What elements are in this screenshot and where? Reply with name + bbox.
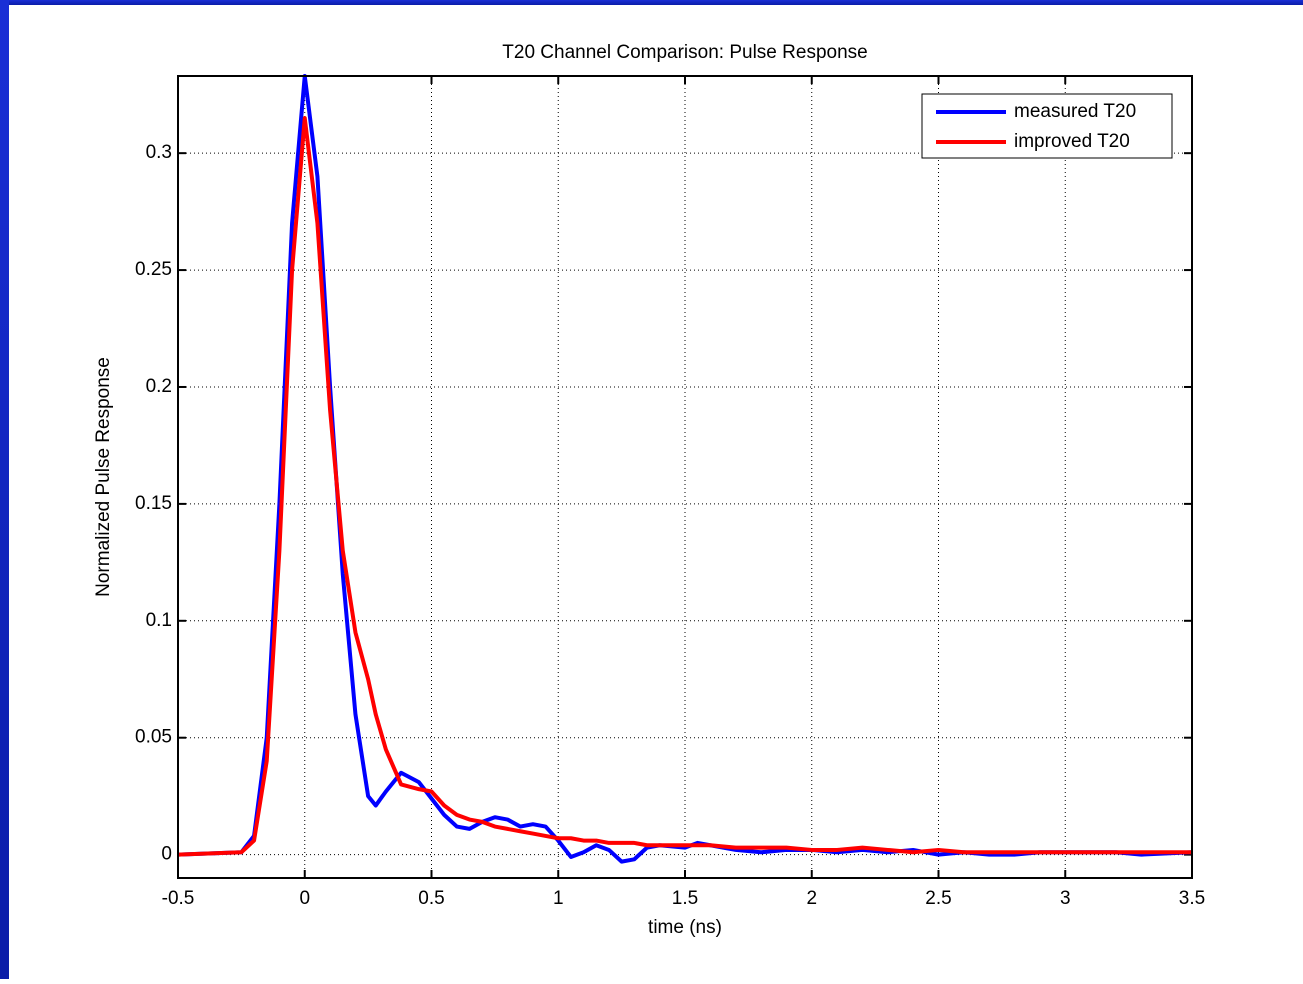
x-tick-label: -0.5 xyxy=(162,888,195,909)
slide-border xyxy=(0,0,9,979)
data-line xyxy=(177,116,1192,857)
x-tick-label: 3 xyxy=(1060,888,1071,909)
y-tick-label: 0.25 xyxy=(135,259,172,280)
y-tick-label: 0 xyxy=(161,844,172,865)
y-tick-label: 0.3 xyxy=(146,142,172,163)
y-tick-label: 0.2 xyxy=(146,376,172,397)
legend-label: improved T20 xyxy=(1014,131,1130,152)
axes-box xyxy=(177,75,1193,879)
x-tick-label: 1 xyxy=(553,888,564,909)
y-tick-label: 0.15 xyxy=(135,493,172,514)
data-line xyxy=(177,74,1193,864)
x-tick-label: 0.5 xyxy=(418,888,444,909)
chart-title: T20 Channel Comparison: Pulse Response xyxy=(502,42,867,63)
y-axis-label: Normalized Pulse Response xyxy=(93,357,114,597)
x-tick-label: 2.5 xyxy=(925,888,951,909)
x-tick-label: 3.5 xyxy=(1179,888,1205,909)
y-tick-label: 0.05 xyxy=(135,727,172,748)
x-tick-label: 2 xyxy=(806,888,817,909)
legend-label: measured T20 xyxy=(1014,101,1136,122)
y-tick-label: 0.1 xyxy=(146,610,172,631)
x-axis-label: time (ns) xyxy=(648,917,722,938)
legend-box xyxy=(921,93,1173,159)
slide-border xyxy=(0,0,1303,5)
x-tick-label: 0 xyxy=(299,888,310,909)
x-tick-label: 1.5 xyxy=(672,888,698,909)
